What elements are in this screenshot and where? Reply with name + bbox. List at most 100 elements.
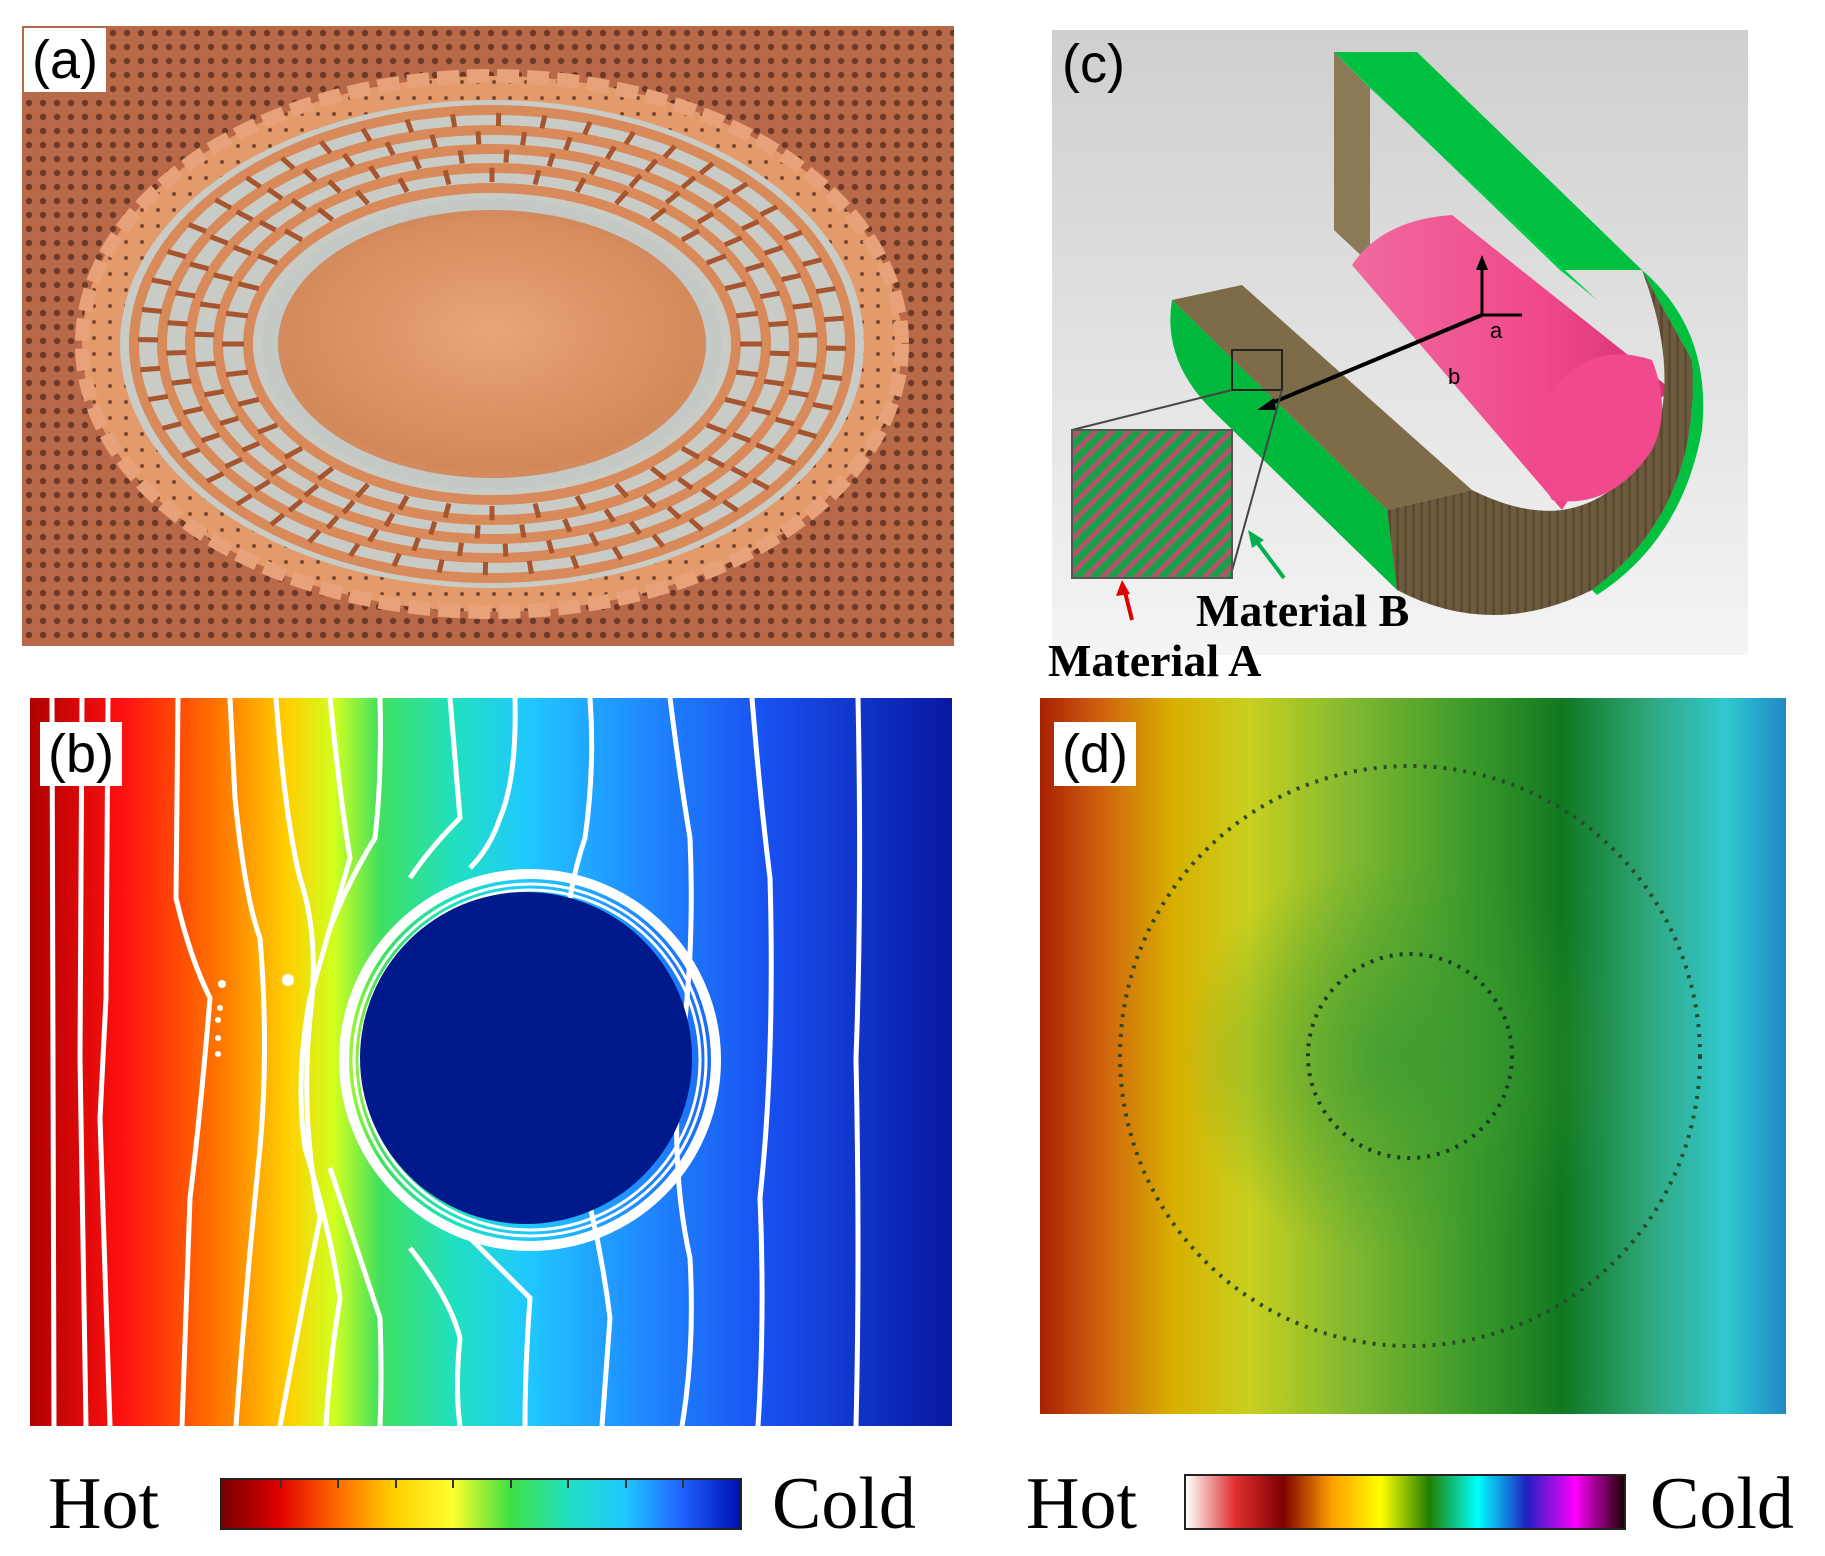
ring-spoke bbox=[649, 206, 668, 222]
ring-spoke bbox=[280, 156, 296, 171]
ring-spoke bbox=[796, 361, 817, 368]
ring-spoke bbox=[688, 517, 704, 532]
ring-spoke bbox=[546, 152, 556, 168]
ring-spoke bbox=[181, 447, 201, 459]
right-cold-label: Cold bbox=[1650, 1463, 1794, 1545]
ring-spoke bbox=[628, 173, 643, 189]
ring-spoke bbox=[237, 281, 260, 292]
ring-spoke bbox=[257, 253, 279, 266]
panel-d-label: (d) bbox=[1054, 722, 1136, 786]
ring-spoke bbox=[582, 120, 593, 136]
ring-spoke bbox=[707, 455, 726, 469]
ring-spoke bbox=[664, 190, 681, 205]
ring-spoke bbox=[341, 499, 356, 515]
ring-spoke bbox=[303, 483, 320, 498]
ring-spoke bbox=[666, 505, 682, 520]
ring-spoke bbox=[539, 114, 548, 129]
colorbar-tick bbox=[279, 1480, 282, 1488]
ring-spoke bbox=[283, 228, 304, 243]
ring-spoke bbox=[724, 281, 747, 292]
ring-spoke bbox=[187, 222, 207, 234]
ring-spoke bbox=[442, 169, 452, 186]
isotherm-lines bbox=[49, 698, 863, 1426]
ring-spoke bbox=[774, 416, 795, 427]
ring-spoke bbox=[245, 175, 262, 189]
zoom-box bbox=[1231, 349, 1283, 391]
left-cold-label: Cold bbox=[772, 1463, 916, 1545]
ring-spoke bbox=[815, 285, 837, 295]
measured-temperature-map bbox=[1040, 698, 1786, 1414]
ring-spoke bbox=[797, 332, 818, 338]
ring-spoke bbox=[355, 189, 370, 206]
colorbar-tick bbox=[682, 1480, 685, 1488]
material-a-label: Material A bbox=[1048, 635, 1262, 686]
ring-spoke bbox=[327, 179, 342, 194]
ring-spoke bbox=[642, 494, 657, 509]
ring-spoke bbox=[792, 302, 813, 310]
colorbar-tick bbox=[452, 1480, 455, 1488]
ring-spoke bbox=[569, 554, 580, 570]
ring-spoke bbox=[189, 261, 210, 272]
material-b-arrow bbox=[1252, 536, 1286, 580]
ring-spoke bbox=[698, 161, 715, 176]
ring-spoke bbox=[257, 422, 279, 435]
ring-spoke bbox=[450, 113, 458, 128]
ring-spoke bbox=[823, 315, 844, 323]
ring-spoke bbox=[628, 520, 642, 536]
temperature-field-simulation bbox=[30, 698, 952, 1426]
panel-c-label: (c) bbox=[1062, 34, 1125, 94]
ring-spoke bbox=[224, 456, 243, 469]
ring-spoke bbox=[474, 525, 481, 539]
ring-spoke bbox=[355, 482, 370, 499]
ring-spoke bbox=[266, 187, 284, 201]
ring-spoke bbox=[812, 402, 833, 411]
dim-a-label: a bbox=[1490, 318, 1503, 343]
ring-spoke bbox=[588, 531, 600, 547]
ring-spoke bbox=[755, 442, 775, 454]
ring-spoke bbox=[705, 422, 727, 435]
right-hot-label: Hot bbox=[1026, 1463, 1137, 1545]
ring-spoke bbox=[209, 234, 229, 246]
ring-spoke bbox=[611, 545, 624, 561]
ring-spoke bbox=[212, 272, 233, 282]
ring-spoke bbox=[623, 130, 636, 146]
ring-spoke bbox=[200, 432, 221, 444]
ring-spoke bbox=[287, 498, 304, 513]
ring-spoke bbox=[302, 168, 318, 183]
colorbar-tick bbox=[509, 1480, 512, 1488]
ring-spoke bbox=[182, 406, 203, 416]
ring-spoke bbox=[290, 197, 307, 212]
cylindrical-cloak-schematic bbox=[1052, 30, 1748, 655]
ring-spoke bbox=[677, 476, 694, 491]
panel-d-thermograph: (d) bbox=[1040, 698, 1786, 1414]
ring-spoke bbox=[368, 165, 381, 180]
ring-spoke bbox=[457, 150, 465, 164]
ring-spoke bbox=[546, 539, 555, 554]
ring-spoke bbox=[532, 502, 542, 519]
ring-spoke bbox=[768, 320, 789, 328]
ring-spoke bbox=[520, 131, 528, 146]
ring-spoke bbox=[200, 301, 221, 310]
ring-spoke bbox=[783, 229, 803, 241]
ring-spoke bbox=[175, 290, 196, 299]
ring-spoke bbox=[759, 290, 781, 300]
ring-spoke bbox=[603, 508, 616, 523]
ring-spoke bbox=[167, 320, 188, 327]
panel-b-label: (b) bbox=[40, 722, 122, 786]
inset-layered-structure bbox=[1071, 429, 1233, 579]
ring-spoke bbox=[307, 529, 322, 544]
ring-spoke bbox=[574, 177, 587, 194]
ring-spoke bbox=[225, 310, 249, 319]
ring-spoke bbox=[604, 145, 617, 161]
ring-spoke bbox=[680, 445, 701, 460]
ring-spoke bbox=[744, 262, 765, 273]
ring-spoke bbox=[283, 445, 304, 460]
ring-spoke bbox=[724, 396, 747, 407]
panel-a-label: (a) bbox=[24, 28, 106, 92]
colorbar-tick bbox=[394, 1480, 397, 1488]
ring-spoke bbox=[161, 421, 182, 431]
ring-spoke bbox=[397, 177, 410, 194]
ring-spoke bbox=[237, 396, 260, 407]
ring-spoke bbox=[644, 158, 659, 174]
metamaterial-ring-photo bbox=[22, 26, 954, 646]
